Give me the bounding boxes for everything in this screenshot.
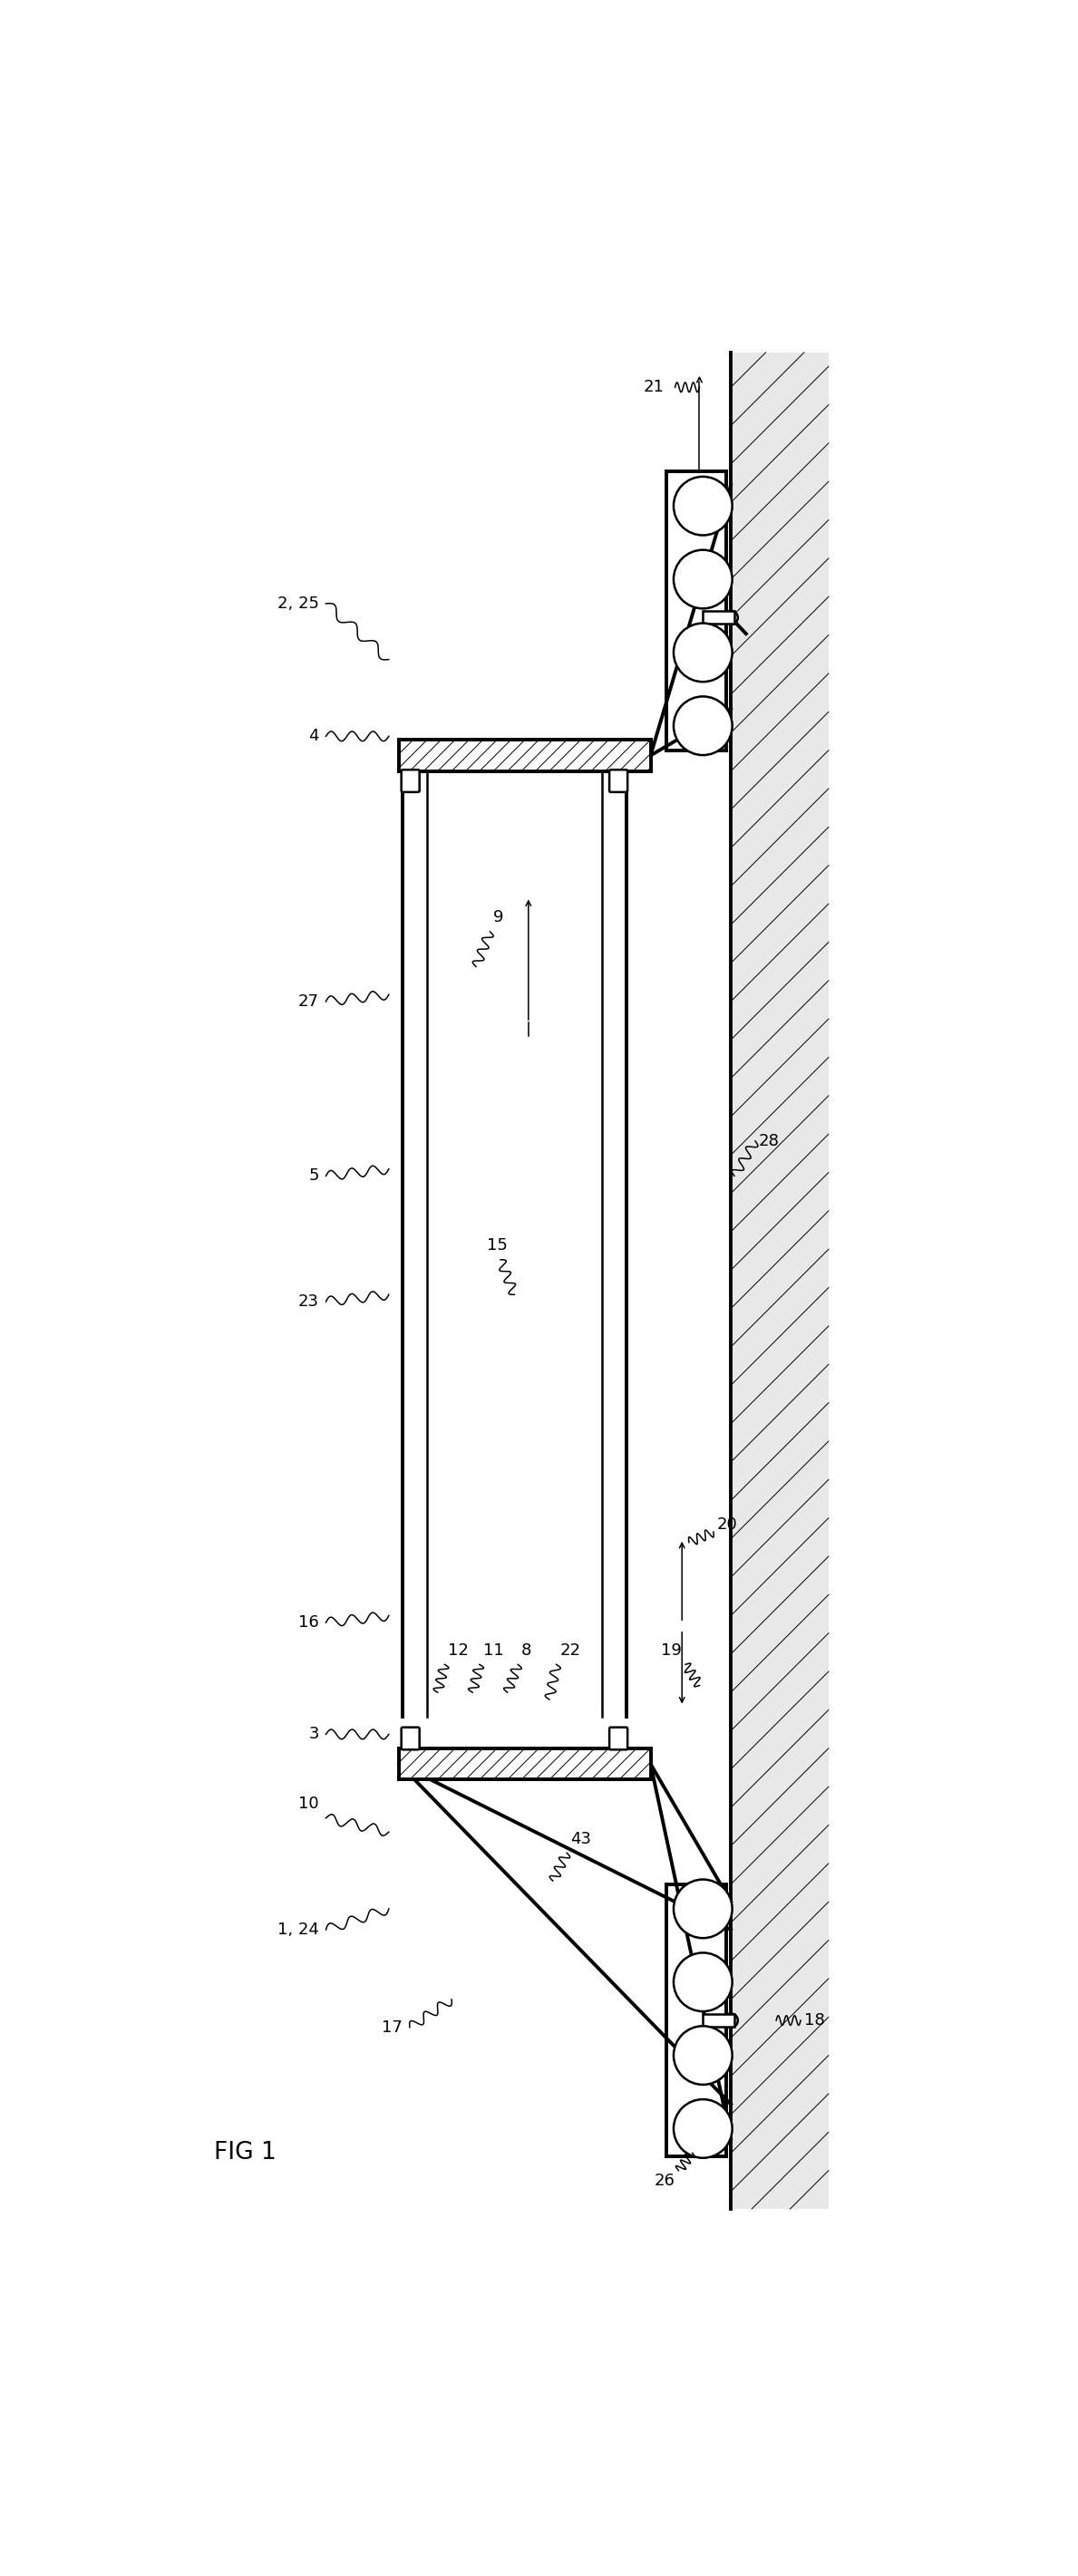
Circle shape xyxy=(674,2027,732,2084)
Text: 3: 3 xyxy=(308,1726,319,1741)
Bar xyxy=(399,1749,650,1780)
Text: 9: 9 xyxy=(494,909,503,925)
FancyBboxPatch shape xyxy=(401,1728,419,1749)
Text: 1, 24: 1, 24 xyxy=(277,1922,319,1937)
Bar xyxy=(703,611,734,623)
FancyBboxPatch shape xyxy=(609,1728,627,1749)
FancyBboxPatch shape xyxy=(609,770,627,791)
Text: 15: 15 xyxy=(486,1236,508,1255)
Text: 18: 18 xyxy=(804,2012,825,2030)
Text: 21: 21 xyxy=(644,379,664,397)
Text: 20: 20 xyxy=(717,1517,737,1533)
FancyBboxPatch shape xyxy=(401,770,419,791)
Text: 5: 5 xyxy=(308,1167,319,1185)
Circle shape xyxy=(723,2014,737,2027)
Text: 23: 23 xyxy=(299,1293,319,1309)
Text: 19: 19 xyxy=(661,1643,682,1659)
Circle shape xyxy=(674,1880,732,1937)
Circle shape xyxy=(674,696,732,755)
Circle shape xyxy=(674,549,732,608)
Text: FIG 1: FIG 1 xyxy=(215,2141,277,2164)
Text: 8: 8 xyxy=(522,1643,531,1659)
Text: 22: 22 xyxy=(559,1643,581,1659)
Text: 10: 10 xyxy=(299,1795,319,1814)
Bar xyxy=(399,739,650,770)
Circle shape xyxy=(674,623,732,683)
Text: 11: 11 xyxy=(483,1643,503,1659)
Text: 2, 25: 2, 25 xyxy=(277,595,319,613)
Bar xyxy=(731,353,829,2208)
Text: 43: 43 xyxy=(570,1832,591,1847)
Circle shape xyxy=(674,1953,732,2012)
Circle shape xyxy=(723,611,737,623)
Text: 12: 12 xyxy=(448,1643,469,1659)
Text: 16: 16 xyxy=(299,1615,319,1631)
Text: 17: 17 xyxy=(382,2020,403,2035)
Text: 4: 4 xyxy=(308,729,319,744)
Text: 28: 28 xyxy=(759,1133,779,1149)
Circle shape xyxy=(674,2099,732,2159)
Text: 27: 27 xyxy=(299,994,319,1010)
Text: 26: 26 xyxy=(654,2172,675,2190)
Bar xyxy=(703,2014,734,2027)
Circle shape xyxy=(674,477,732,536)
